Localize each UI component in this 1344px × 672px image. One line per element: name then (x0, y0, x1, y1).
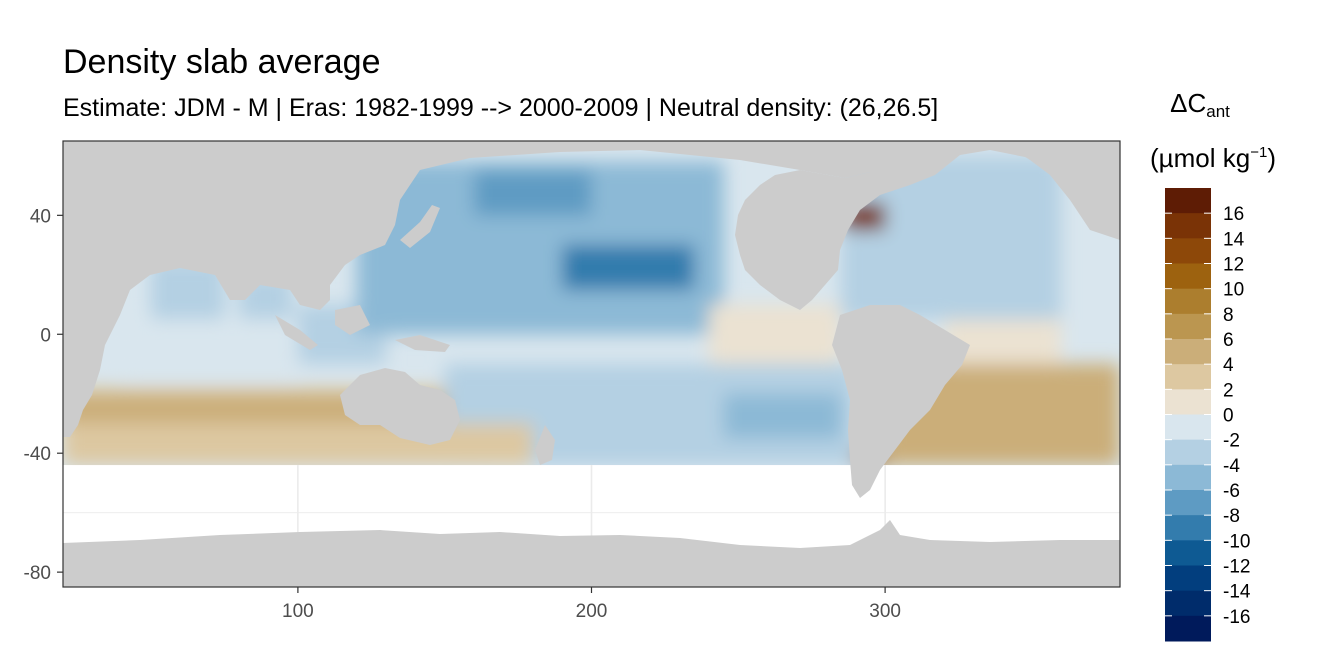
legend-label-14: 14 (1223, 229, 1245, 250)
legend-title-sub: ant (1206, 102, 1230, 121)
y-tick-label-40: 40 (30, 206, 51, 227)
land-australia (340, 368, 460, 445)
land-africa-eurasia (63, 141, 870, 437)
chart-subtitle: Estimate: JDM - M | Eras: 1982-1999 --> … (63, 94, 939, 122)
legend-swatch--2-0 (1165, 414, 1211, 441)
legend-swatch-0-2 (1165, 389, 1211, 415)
land-masses (63, 141, 1120, 587)
legend-swatch-16-18 (1165, 188, 1211, 214)
ocean-patches (63, 155, 1120, 466)
legend-swatch--10--8 (1165, 515, 1211, 541)
legend-label--14: -14 (1223, 582, 1251, 603)
color-legend: 16 14 12 10 8 6 4 2 0 -2 -4 -6 -8 -10 -12 -14 -16 (1165, 188, 1251, 642)
legend-title-main: ΔC (1170, 88, 1207, 118)
y-tick-label-0: 0 (40, 325, 51, 346)
land-sumatra (275, 315, 318, 350)
ocean-region-7 (562, 245, 695, 290)
legend-label-12: 12 (1223, 255, 1244, 276)
legend-label--10: -10 (1223, 531, 1250, 552)
legend-swatch-6-8 (1165, 313, 1211, 340)
legend-label-2: 2 (1223, 380, 1234, 401)
legend-label--2: -2 (1223, 431, 1240, 452)
y-tick-label--40: -40 (24, 444, 51, 465)
legend-swatch-10-12 (1165, 263, 1211, 290)
chart-title: Density slab average (63, 43, 381, 81)
y-tick-label--80: -80 (24, 563, 51, 584)
legend-swatch--16--14 (1165, 590, 1211, 617)
legend-swatch--8--6 (1165, 490, 1211, 516)
legend-label--8: -8 (1223, 506, 1240, 527)
land-japan (400, 205, 440, 248)
land-borneo (335, 305, 370, 335)
legend-swatch-12-14 (1165, 238, 1211, 264)
legend-swatch--18--16 (1165, 615, 1211, 642)
legend-unit-suffix: ) (1267, 143, 1276, 173)
ocean-region-11 (723, 393, 842, 439)
land-south-america (832, 305, 970, 498)
legend-swatch--4--2 (1165, 439, 1211, 466)
legend-swatch-4-6 (1165, 339, 1211, 365)
legend-title-line2: (µmol kg−1) (1150, 138, 1276, 173)
x-tick-label-300: 300 (869, 601, 901, 622)
legend-swatch--6--4 (1165, 464, 1211, 491)
land-north-america (735, 141, 1120, 310)
ocean-region-8 (474, 170, 592, 216)
legend-label-0: 0 (1223, 406, 1234, 427)
legend-label-6: 6 (1223, 330, 1234, 351)
legend-swatch-8-10 (1165, 288, 1211, 315)
legend-label-10: 10 (1223, 280, 1244, 301)
legend-label-4: 4 (1223, 355, 1234, 376)
legend-label--12: -12 (1223, 557, 1250, 578)
ocean-region-12 (444, 423, 533, 466)
legend-label-8: 8 (1223, 305, 1234, 326)
legend-swatch--12--10 (1165, 540, 1211, 566)
land-new-guinea (395, 335, 450, 352)
legend-swatch-14-16 (1165, 213, 1211, 239)
legend-title-line1: ΔCant (1150, 88, 1250, 127)
ocean-region-4 (121, 319, 298, 379)
x-tick-label-200: 200 (576, 601, 608, 622)
legend-unit-prefix: (µmol kg (1150, 143, 1251, 173)
land-antarctica (63, 520, 1120, 587)
legend-unit-sup: −1 (1250, 144, 1268, 161)
legend-label--16: -16 (1223, 607, 1250, 628)
legend-label--4: -4 (1223, 456, 1240, 477)
land-new-zealand (535, 425, 555, 465)
legend-swatch-2-4 (1165, 364, 1211, 390)
legend-label--6: -6 (1223, 481, 1240, 502)
land-greenland (1000, 141, 1120, 240)
x-tick-label-100: 100 (282, 601, 314, 622)
legend-label-16: 16 (1223, 204, 1244, 225)
legend-swatch--14--12 (1165, 565, 1211, 592)
